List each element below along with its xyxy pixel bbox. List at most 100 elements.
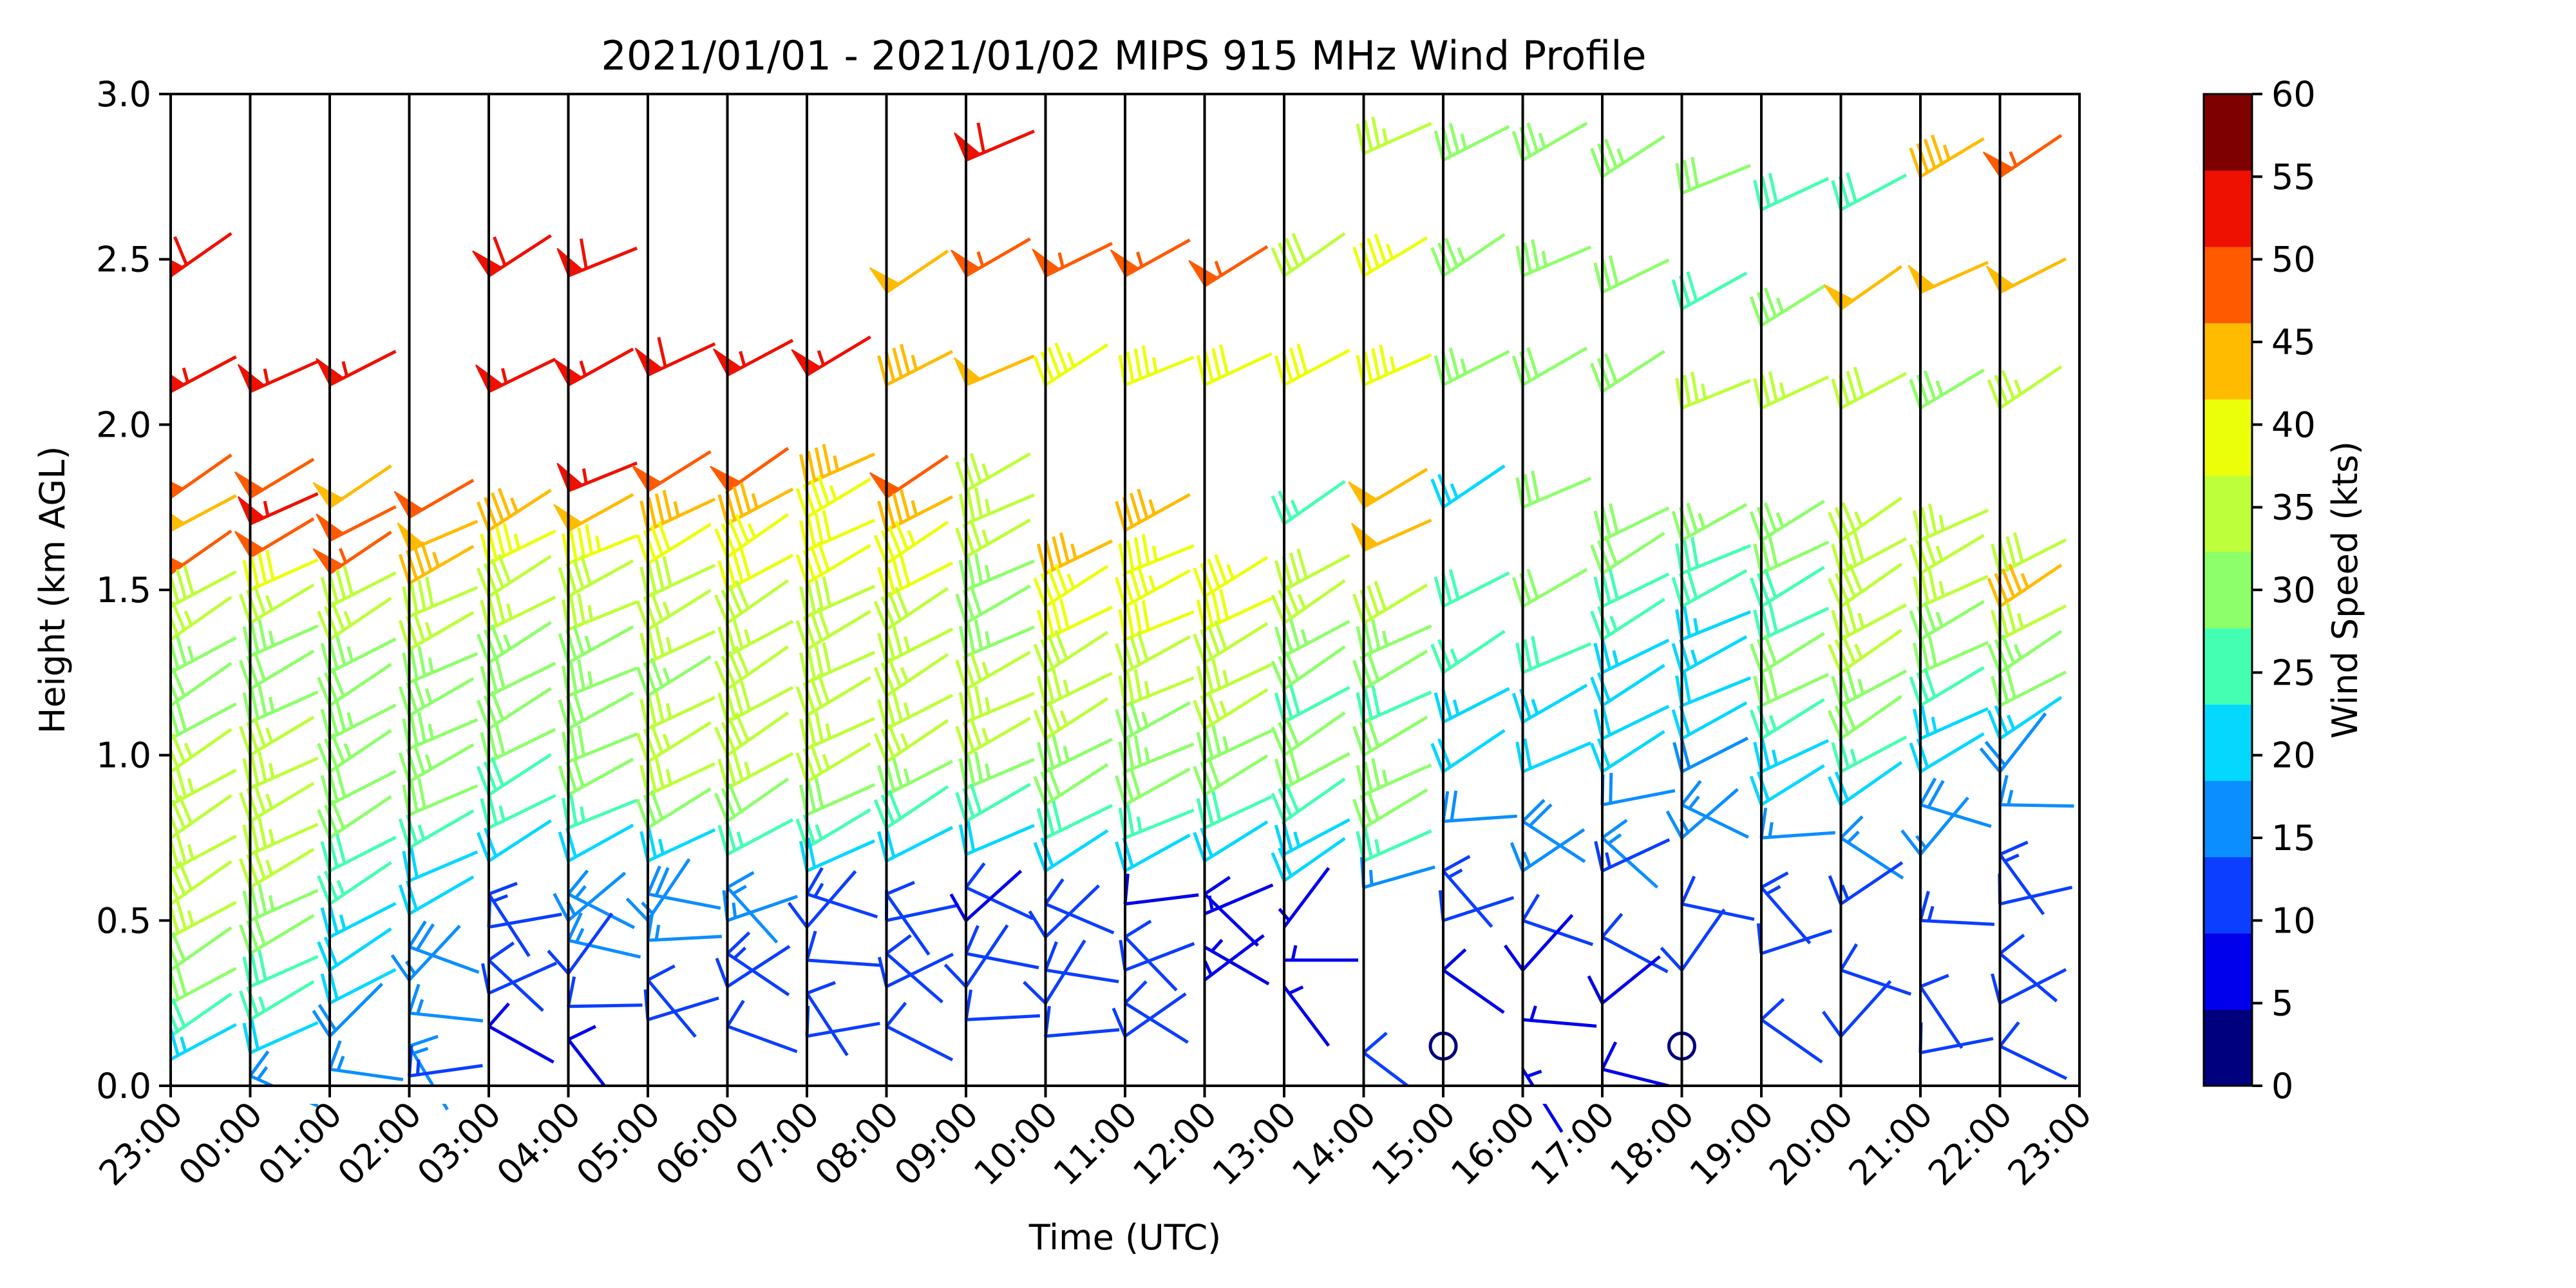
wind-barb	[873, 520, 949, 565]
wind-barb	[1589, 350, 1665, 393]
x-tick-label: 00:00	[171, 1094, 270, 1194]
wind-barb	[408, 983, 484, 1023]
colorbar-segment	[2204, 323, 2252, 400]
x-tick-label: 13:00	[1205, 1094, 1305, 1194]
wind-barb	[1587, 955, 1661, 1005]
wind-barb	[965, 862, 1034, 920]
colorbar-tick-label: 55	[2271, 156, 2316, 197]
wind-barb	[1671, 502, 1748, 542]
wind-barb	[1918, 1022, 1994, 1055]
wind-barb	[242, 949, 319, 989]
wind-barb	[1347, 468, 1428, 509]
wind-barb	[320, 968, 397, 1005]
wind-barb	[1203, 876, 1259, 947]
wind-barb	[1196, 724, 1273, 764]
wind-barb	[1515, 738, 1592, 773]
wind-barb	[1515, 239, 1592, 278]
x-tick-label: 06:00	[648, 1094, 748, 1194]
wind-barb	[558, 691, 634, 730]
wind-barb	[556, 461, 638, 493]
wind-barb	[558, 757, 634, 797]
wind-barb	[1430, 629, 1506, 674]
wind-barb	[1115, 701, 1191, 741]
wind-barb	[1918, 777, 1992, 828]
wind-barb	[1998, 933, 2058, 1003]
y-tick-label: 1.0	[96, 735, 151, 776]
wind-barb	[954, 354, 1035, 387]
wind-barb	[1753, 668, 1830, 707]
x-tick-label: 01:00	[251, 1094, 350, 1194]
wind-barb	[1831, 366, 1908, 410]
wind-barb	[398, 541, 475, 585]
wind-barb	[312, 982, 384, 1037]
wind-barb	[1593, 569, 1670, 608]
wind-barb	[885, 890, 960, 922]
colorbar-tick-label: 45	[2271, 322, 2316, 363]
wind-barb	[955, 584, 1031, 625]
colorbar-segment	[2204, 933, 2252, 1010]
wind-barb	[1110, 238, 1191, 278]
wind-barb	[1356, 619, 1432, 658]
y-tick-label: 1.5	[96, 570, 151, 611]
wind-barb	[1036, 734, 1113, 773]
wind-barb	[1036, 532, 1113, 575]
wind-barb	[1356, 117, 1432, 155]
wind-barb	[558, 625, 634, 665]
wind-barb	[885, 1001, 954, 1062]
wind-barb	[312, 464, 392, 509]
wind-barb	[1998, 873, 2073, 906]
wind-barb	[955, 650, 1031, 691]
wind-barb	[317, 728, 392, 773]
wind-barb	[1442, 948, 1505, 1014]
wind-barb	[480, 724, 556, 764]
wind-barb	[1521, 893, 1594, 947]
wind-barb	[1033, 564, 1109, 608]
wind-barb	[1118, 804, 1195, 840]
wind-barb	[1821, 980, 1892, 1037]
wind-barb	[1589, 135, 1665, 178]
wind-barb	[1672, 736, 1749, 773]
wind-barb	[1196, 791, 1273, 829]
wind-barb	[639, 757, 716, 797]
wind-barb	[1828, 861, 1904, 905]
wind-barb	[1912, 705, 1989, 741]
wind-barb	[1434, 347, 1510, 386]
wind-barb	[1352, 788, 1428, 829]
wind-barb	[1115, 767, 1191, 806]
wind-barb	[805, 867, 878, 919]
wind-barb	[943, 924, 1009, 988]
colorbar-tick-label: 5	[2271, 983, 2293, 1024]
wind-barb	[726, 999, 798, 1054]
wind-barb	[1985, 257, 2067, 294]
wind-barb	[402, 847, 478, 883]
x-tick-label: 14:00	[1284, 1094, 1384, 1194]
y-tick-label: 0.5	[96, 900, 151, 941]
wind-barb	[320, 701, 397, 741]
wind-barb	[239, 715, 315, 757]
wind-barb	[1044, 1005, 1120, 1038]
wind-barb	[476, 819, 552, 863]
wind-barb	[639, 827, 716, 863]
wind-barb	[1123, 873, 1199, 906]
wind-barb	[805, 981, 849, 1057]
wind-barb	[1589, 663, 1665, 707]
wind-barb	[1511, 346, 1588, 386]
y-axis: 0.0 0.5 1.0 1.5 2.0 2.5 3.0	[96, 74, 171, 1106]
wind-barb	[1593, 638, 1670, 674]
wind-barb	[1203, 934, 1265, 981]
wind-barb	[799, 837, 876, 873]
chart-title: 2021/01/01 - 2021/01/02 MIPS 915 MHz Win…	[601, 32, 1646, 79]
wind-barb	[242, 751, 319, 790]
wind-barb	[1118, 669, 1195, 707]
x-tick-label: 07:00	[728, 1094, 828, 1194]
wind-barb	[1511, 683, 1588, 724]
x-tick-label: 23:00	[2000, 1094, 2100, 1194]
colorbar-segment	[2204, 704, 2252, 781]
wind-barb	[1193, 754, 1269, 797]
wind-barb	[480, 592, 556, 631]
colorbar-segment	[2204, 170, 2252, 247]
wind-barb	[1839, 943, 1912, 996]
wind-barb	[1831, 172, 1908, 211]
wind-barb	[1749, 632, 1825, 674]
wind-barb	[1359, 857, 1435, 889]
